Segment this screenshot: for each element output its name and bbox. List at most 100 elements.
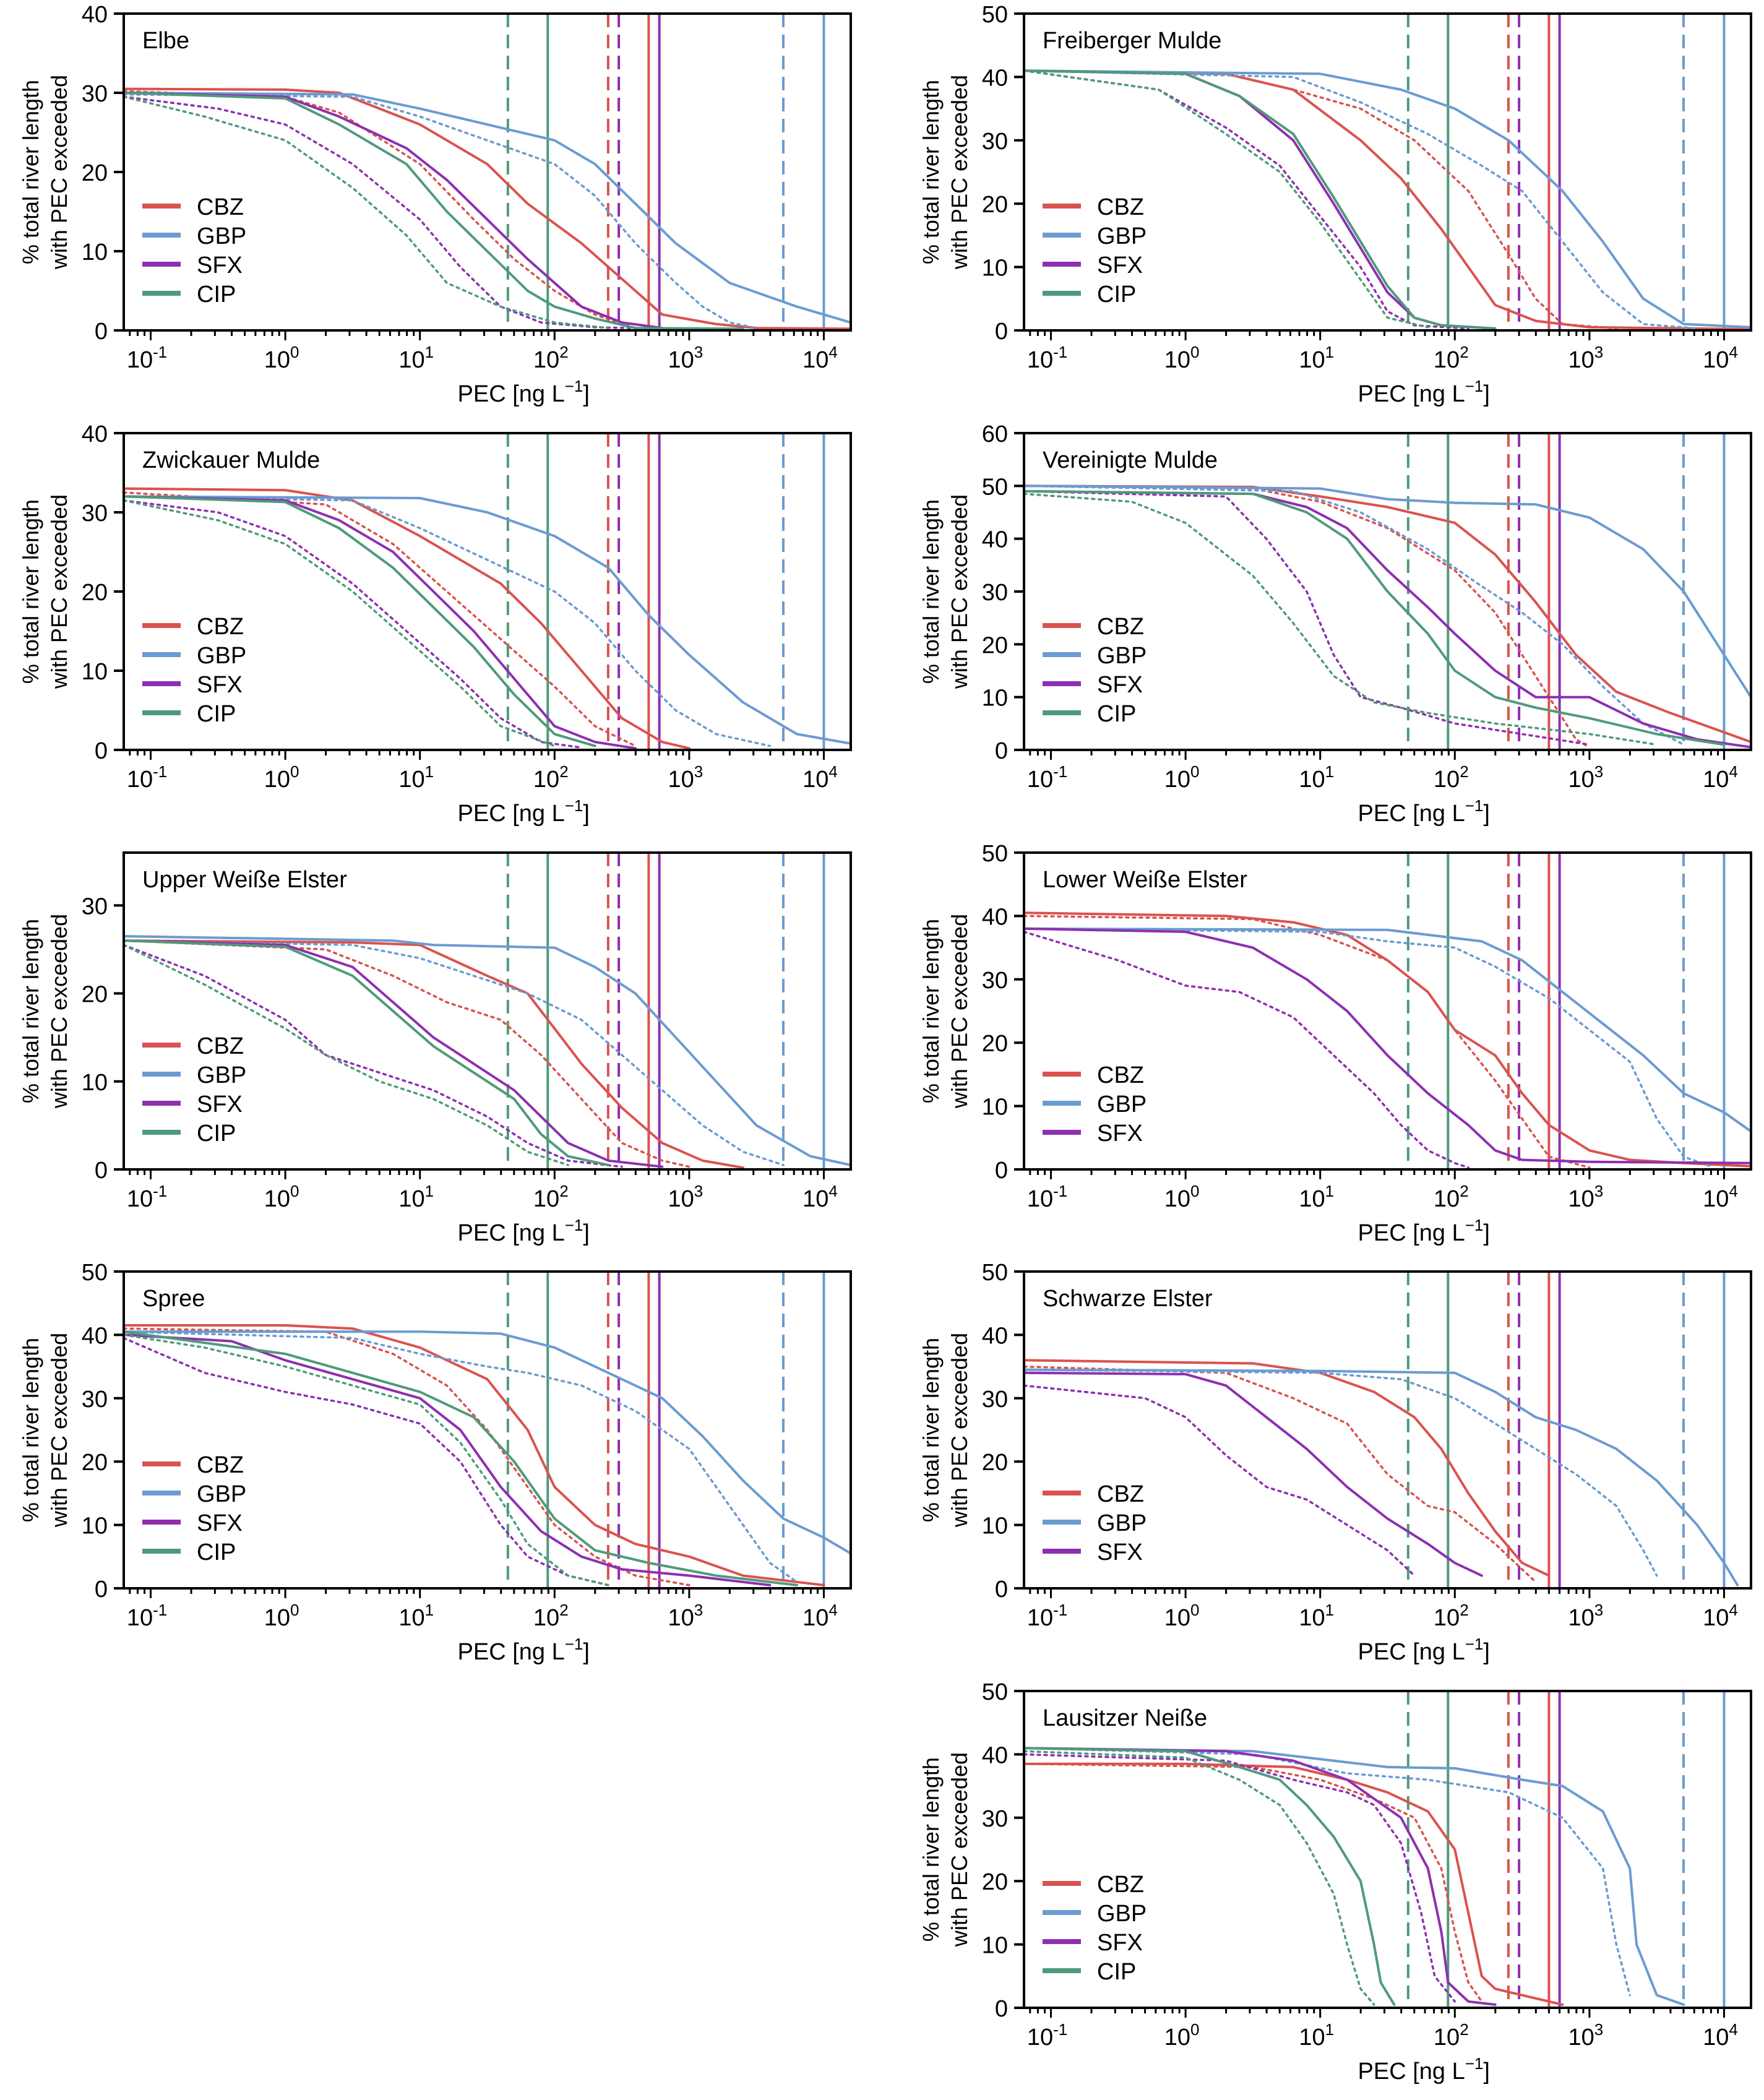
y-axis-label: % total river length with PEC exceeded [18,494,72,689]
legend-label: GBP [1097,643,1147,669]
x-axis-label: PEC [ng L−1] [458,1216,590,1246]
x-tick-label: 100 [264,1182,299,1212]
plot-frame [1023,1270,1752,1590]
y-tick-label: 20 [82,1450,108,1476]
y-tick-label: 50 [982,2,1008,28]
x-tick-label: 101 [398,762,434,793]
y-tick-label: 40 [82,2,108,28]
legend-label: CIP [1097,282,1136,308]
x-axis-label: PEC [ng L−1] [1358,1635,1490,1665]
x-tick-label: 104 [802,1601,838,1631]
x-tick-label: 103 [1568,762,1604,793]
series-line-gbp-dotted [124,495,772,747]
y-tick-label: 30 [82,1387,108,1413]
x-tick-label: 100 [264,343,299,373]
legend-label: SFX [1097,252,1143,278]
legend: CBZ GBP SFX CIP [142,614,246,727]
y-tick-label: 10 [982,256,1008,282]
x-tick-label: 10-1 [1027,343,1067,373]
x-tick-label: 103 [668,343,703,373]
x-tick-label: 101 [398,343,434,373]
y-axis-label: % total river length with PEC exceeded [918,494,972,689]
legend-label: SFX [1097,1930,1143,1956]
plot-frame [1023,1690,1752,2009]
legend: CBZ GBP SFX CIP [1043,1872,1147,1985]
x-tick-label: 104 [1703,1601,1738,1631]
y-axis-label: % total river length with PEC exceeded [18,914,72,1109]
y-tick-label: 10 [982,1095,1008,1121]
series-line-cip-solid [1024,1747,1396,2006]
x-tick-label: 102 [533,762,569,793]
series-line-sfx-dotted [1024,931,1469,1169]
series-line-gbp-dotted [124,93,758,329]
x-tick-label: 102 [1434,343,1469,373]
y-tick-label: 20 [982,1031,1008,1057]
series-line-gbp-dotted [1024,1368,1658,1577]
x-tick-label: 104 [1703,1182,1738,1212]
plot-frame [1023,12,1752,332]
series-line-sfx-dotted [124,1336,610,1586]
x-tick-label: 10-1 [1027,1601,1067,1631]
y-axis-label: % total river length with PEC exceeded [18,1333,72,1528]
series-line-sfx-dotted [1024,1753,1456,2003]
x-tick-label: 100 [1164,2020,1200,2051]
panel-title: Spree [142,1286,205,1312]
x-tick-label: 104 [802,343,838,373]
panel-upper-wei-e-elster: 0 10 20 30 10-1 100 101 102 103 104 PEC [ng L−1] % … [18,851,852,1246]
series-line-gbp-dotted [1024,69,1698,330]
legend-label: CBZ [1097,194,1144,220]
panel-title: Lausitzer Neiße [1043,1705,1207,1731]
series-line-cbz-solid [1024,1359,1551,1577]
legend-label: CBZ [1097,614,1144,640]
y-tick-label: 20 [982,632,1008,658]
series-line-cbz-dotted [1024,484,1591,749]
x-tick-label: 101 [1299,343,1334,373]
panel-title: Upper Weiße Elster [142,867,347,893]
y-axis-label: % total river length with PEC exceeded [918,1333,972,1528]
x-tick-label: 101 [398,1182,434,1212]
x-tick-label: 102 [1434,762,1469,793]
y-tick-label: 0 [95,1577,108,1603]
legend-label: GBP [197,1062,246,1088]
series-line-cip-solid [124,92,744,330]
legend-label: GBP [1097,1901,1147,1927]
series-line-cip-solid [124,939,610,1166]
series-line-gbp-solid [124,1330,851,1555]
panel-title: Schwarze Elster [1043,1286,1213,1312]
y-tick-label: 0 [95,319,108,345]
y-tick-label: 10 [82,239,108,265]
x-tick-label: 100 [1164,762,1200,793]
x-tick-label: 104 [1703,762,1738,793]
x-tick-label: 103 [668,1601,703,1631]
x-tick-label: 103 [1568,343,1604,373]
series-line-gbp-dotted [1024,1747,1631,1997]
legend-label: CIP [197,701,236,727]
series-line-cbz-solid [124,939,744,1169]
legend-label: CIP [197,1539,236,1565]
legend-label: CIP [1097,1959,1136,1985]
series-line-sfx-dotted [1024,69,1469,330]
series-line-cbz-solid [124,87,851,330]
y-tick-label: 10 [82,1513,108,1539]
series-line-cip-dotted [124,1333,610,1586]
legend-label: GBP [197,643,246,669]
legend: CBZ GBP SFX CIP [1043,194,1147,308]
series-line-cbz-solid [1024,911,1751,1168]
series-line-cip-solid [1024,69,1497,330]
series-line-sfx-solid [124,495,637,750]
x-tick-label: 101 [1299,1601,1334,1631]
series-line-sfx-solid [124,1333,772,1586]
series-line-sfx-solid [1024,489,1751,749]
series-line-gbp-solid [124,935,851,1166]
series-line-cbz-dotted [1024,914,1591,1169]
series-line-cip-dotted [124,944,569,1166]
series-line-cip-dotted [1024,493,1658,746]
x-tick-label: 10-1 [1027,1182,1067,1212]
panel-vereinigte-mulde: 0 10 20 30 40 50 60 10-1 100 101 102 103 104 PEC [ng … [918,421,1752,827]
series-line-gbp-solid [1024,69,1751,329]
y-tick-label: 50 [982,1679,1008,1705]
series-line-cip-dotted [1024,1750,1375,2006]
legend-label: CBZ [197,194,244,220]
y-tick-label: 40 [982,527,1008,553]
